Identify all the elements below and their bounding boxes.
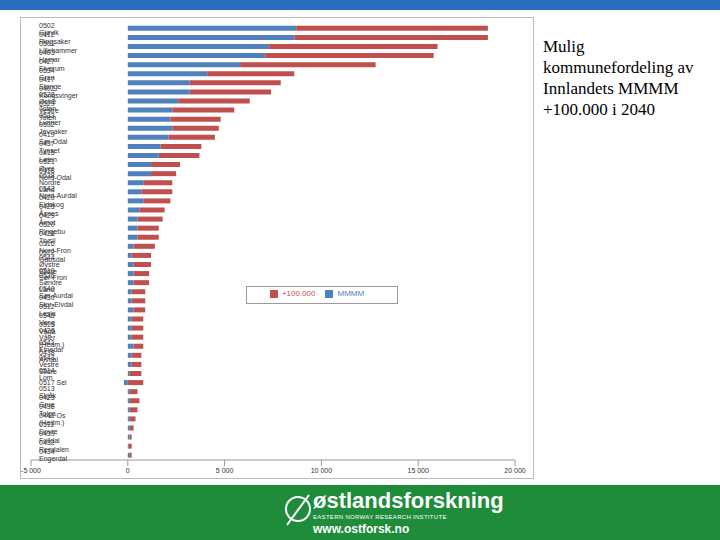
svg-text:10 000: 10 000 <box>311 467 333 474</box>
svg-text:0434Engerdal: 0434Engerdal <box>39 448 67 463</box>
svg-text:0543VestreSlidre: 0543VestreSlidre <box>39 354 59 375</box>
svg-text:0529VestreToten: 0529VestreToten <box>39 100 59 121</box>
svg-text:15 000: 15 000 <box>407 467 429 474</box>
svg-text:5 000: 5 000 <box>216 467 234 474</box>
svg-text:20 000: 20 000 <box>504 467 526 474</box>
svg-text:0538NordreLand: 0538NordreLand <box>39 172 61 193</box>
svg-text:0: 0 <box>126 467 130 474</box>
svg-text:0536SøndreLand: 0536SøndreLand <box>39 272 62 293</box>
svg-text:-5 000: -5 000 <box>21 467 41 474</box>
